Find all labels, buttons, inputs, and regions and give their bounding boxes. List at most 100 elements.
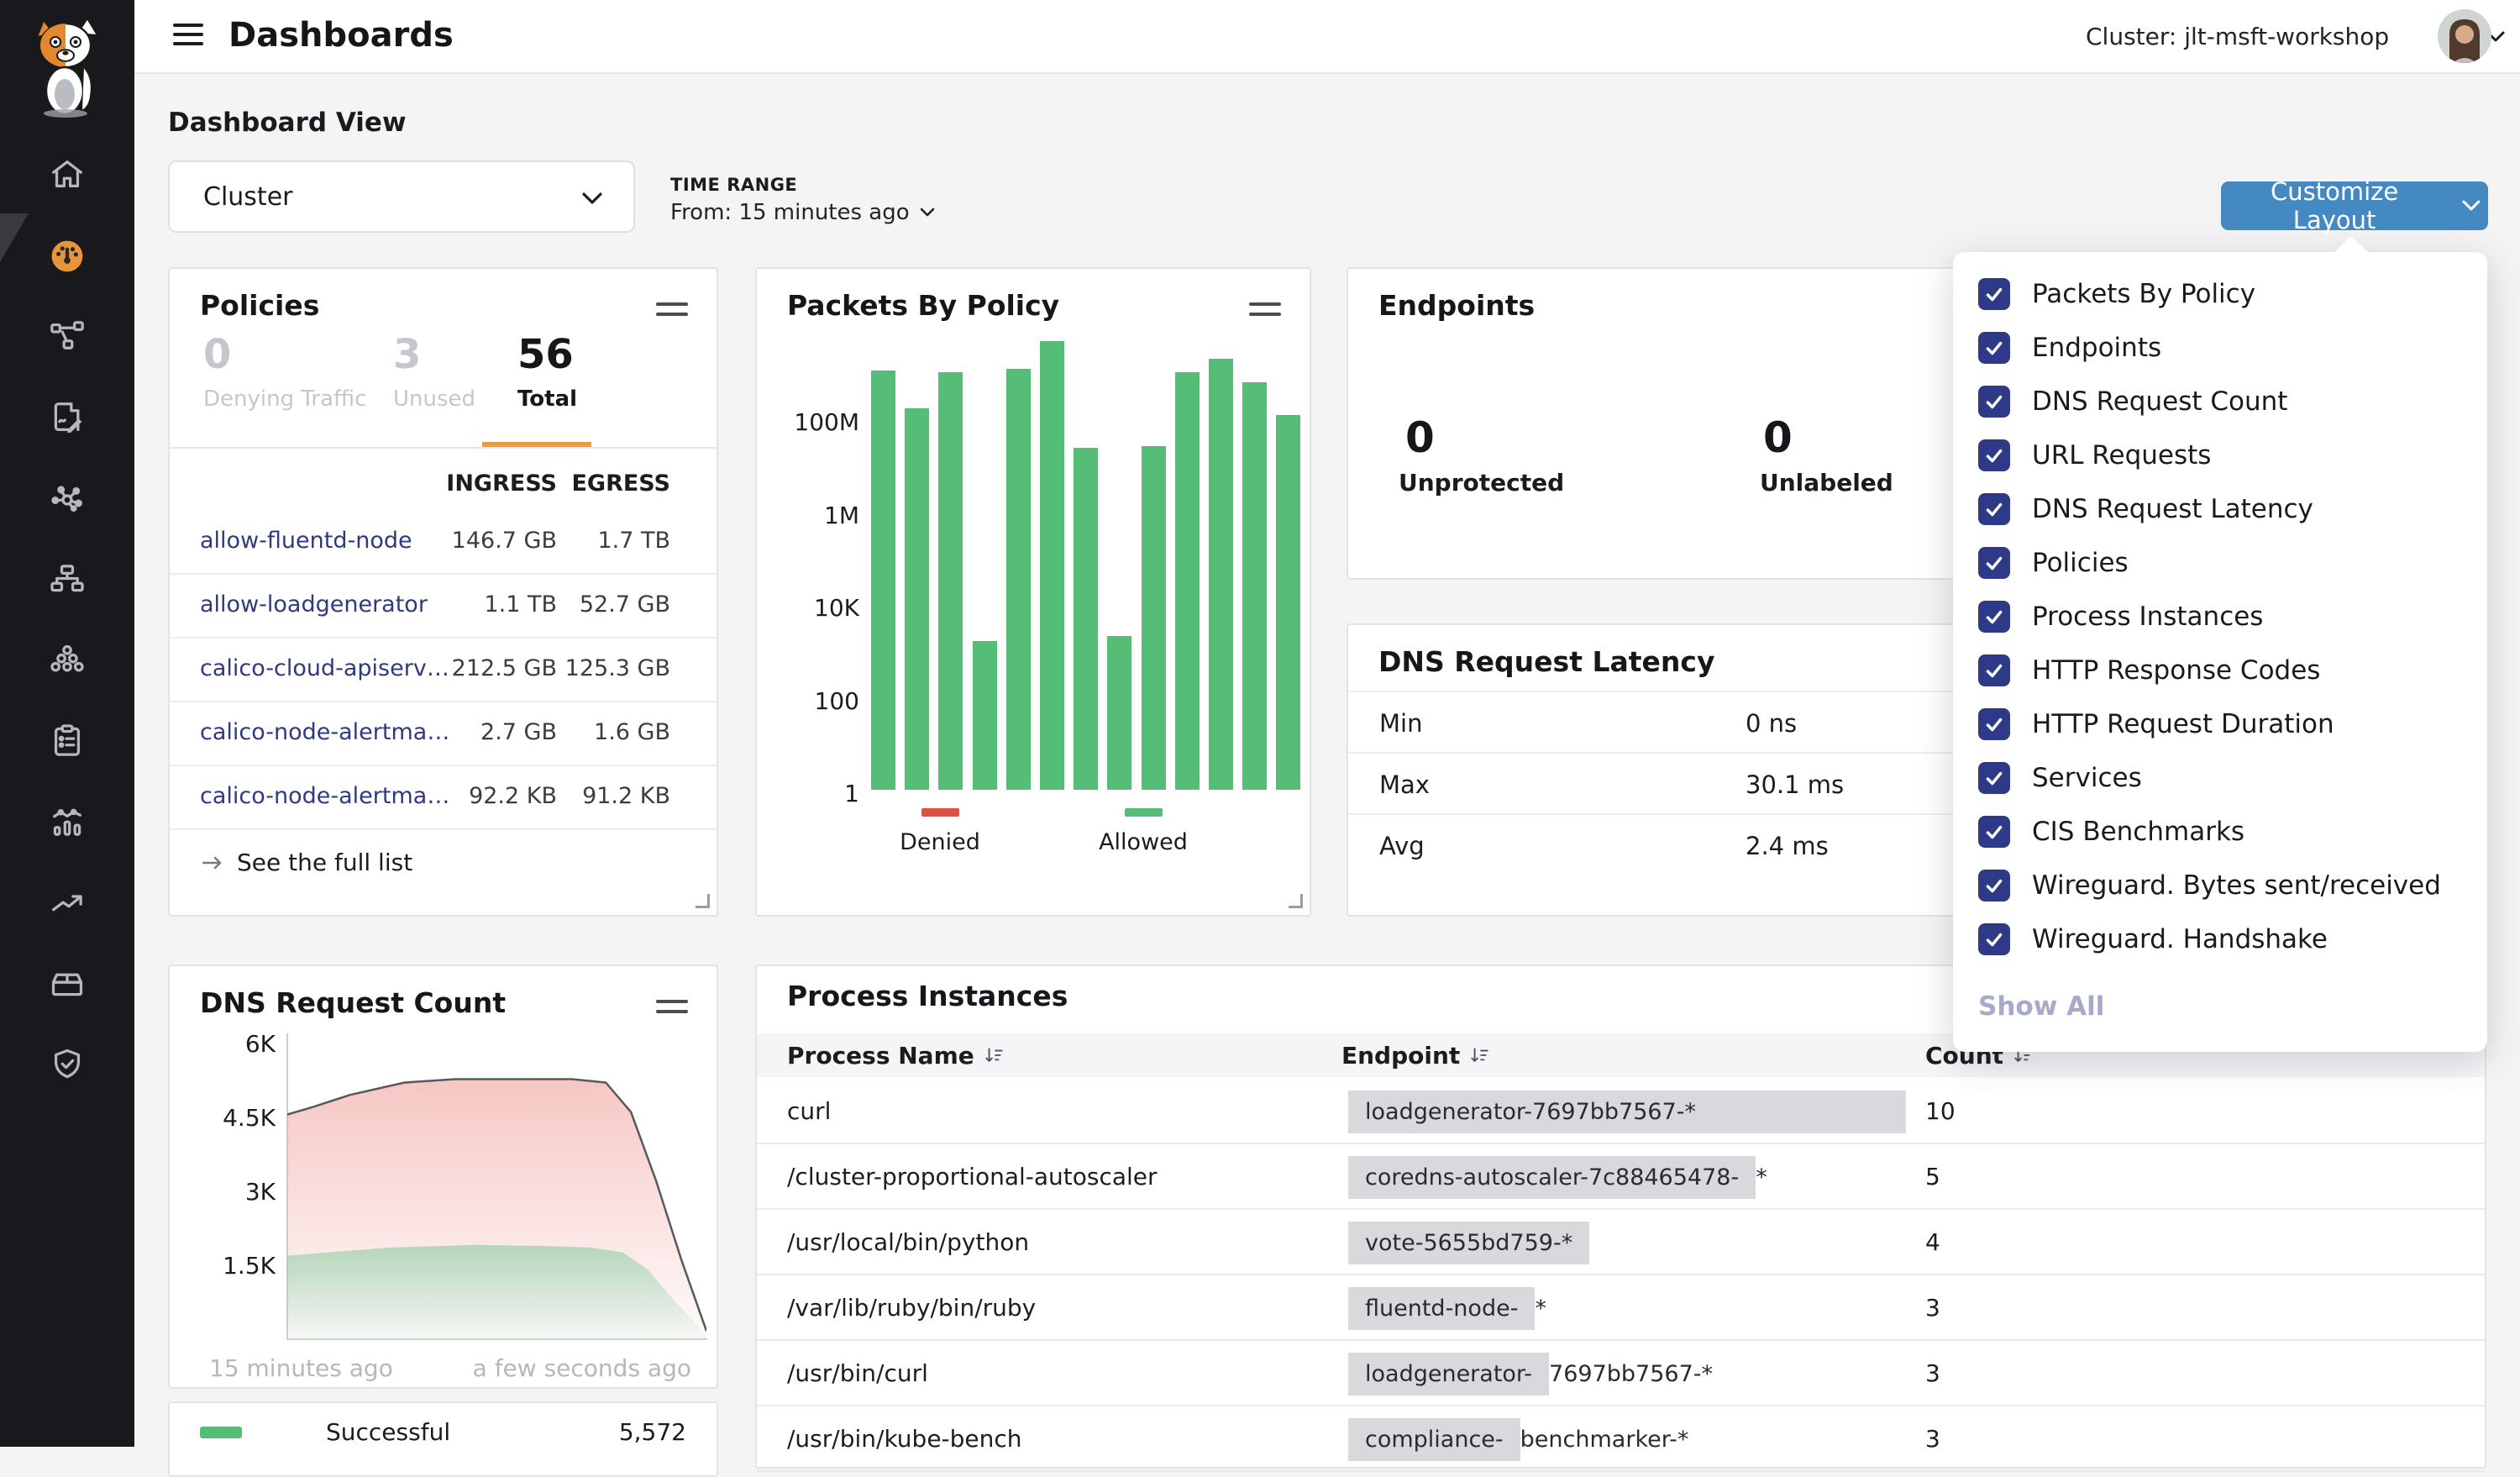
stat-denying[interactable]: 0Denying Traffic xyxy=(203,331,366,412)
dropdown-item-wireguard-handshake[interactable]: Wireguard. Handshake xyxy=(1953,912,2487,966)
sidebar-item-policy-editor[interactable] xyxy=(48,398,87,437)
resize-handle[interactable] xyxy=(696,894,710,908)
dropdown-item-process-instances[interactable]: Process Instances xyxy=(1953,590,2487,644)
package-box-icon xyxy=(48,965,87,1003)
policy-link[interactable]: calico-node-alertmana… xyxy=(200,783,452,809)
dropdown-item-services[interactable]: Services xyxy=(1953,751,2487,805)
timeline-chart-icon xyxy=(48,803,87,842)
endpoint-chip: loadgenerator-7697bb7567-* xyxy=(1348,1091,1906,1133)
endpoint-chip: coredns-autoscaler-7c88465478- xyxy=(1348,1156,1756,1199)
checkbox-checked xyxy=(1978,870,2010,901)
allowed-bar xyxy=(1175,372,1200,790)
calico-cat-logo[interactable] xyxy=(20,10,114,118)
dropdown-item-http-response-codes[interactable]: HTTP Response Codes xyxy=(1953,644,2487,697)
panel-title: Policies xyxy=(200,289,319,322)
sort-icon xyxy=(1468,1045,1490,1067)
dashboard-view-select[interactable]: Cluster xyxy=(168,160,635,233)
panel-title: Endpoints xyxy=(1378,289,1535,322)
see-full-list-link[interactable]: See the full list xyxy=(200,849,412,876)
checkbox-checked xyxy=(1978,654,2010,686)
dropdown-item-endpoints[interactable]: Endpoints xyxy=(1953,321,2487,375)
unprotected-count: 0 xyxy=(1405,413,1435,462)
allowed-bar xyxy=(871,371,895,790)
process-row[interactable]: /usr/bin/kube-bench compliance-benchmark… xyxy=(757,1405,2485,1472)
dropdown-item-dns-request-count[interactable]: DNS Request Count xyxy=(1953,375,2487,428)
allowed-bar xyxy=(1142,446,1166,790)
dropdown-item-policies[interactable]: Policies xyxy=(1953,536,2487,590)
dropdown-item-wireguard-bytes[interactable]: Wireguard. Bytes sent/received xyxy=(1953,859,2487,912)
menu-toggle-button[interactable] xyxy=(173,24,203,47)
process-row[interactable]: /usr/local/bin/python vote-5655bd759-* 4 xyxy=(757,1208,2485,1275)
dropdown-item-url-requests[interactable]: URL Requests xyxy=(1953,428,2487,482)
show-all-link[interactable]: Show All xyxy=(1978,991,2487,1022)
drag-handle-icon[interactable] xyxy=(1249,302,1281,323)
drag-handle-icon[interactable] xyxy=(656,302,688,323)
legend-allowed[interactable]: Allowed xyxy=(1076,803,1210,855)
policy-link[interactable]: allow-fluentd-node xyxy=(200,528,412,554)
arrow-right-icon xyxy=(200,853,225,873)
time-range-value[interactable]: From: 15 minutes ago xyxy=(670,200,937,225)
sidebar-item-workloads[interactable] xyxy=(48,641,87,680)
avatar[interactable] xyxy=(2438,9,2491,63)
sidebar-item-service-graph[interactable] xyxy=(48,480,87,518)
dropdown-item-packets-by-policy[interactable]: Packets By Policy xyxy=(1953,267,2487,321)
resize-handle[interactable] xyxy=(1289,894,1303,908)
sidebar-item-compliance[interactable] xyxy=(48,722,87,760)
dns-count-legend: Successful 5,572 xyxy=(168,1401,718,1477)
legend-denied[interactable]: Denied xyxy=(873,803,1007,855)
chevron-down-icon xyxy=(578,189,606,208)
successful-label: Successful xyxy=(326,1418,450,1446)
dns-count-area-chart xyxy=(287,1033,706,1342)
trending-up-icon xyxy=(48,884,87,922)
unprotected-label: Unprotected xyxy=(1399,469,1564,497)
allowed-bar xyxy=(1006,369,1031,790)
checkbox-checked xyxy=(1978,923,2010,955)
allowed-bar xyxy=(1276,415,1300,790)
endpoint-chip: fluentd-node- xyxy=(1348,1287,1535,1330)
sidebar-item-threat-defense[interactable] xyxy=(48,1045,87,1084)
policy-link[interactable]: calico-node-alertmana… xyxy=(200,719,452,745)
checkbox-checked xyxy=(1978,762,2010,794)
dropdown-item-dns-request-latency[interactable]: DNS Request Latency xyxy=(1953,482,2487,536)
sidebar-item-images[interactable] xyxy=(48,965,87,1003)
policy-row: calico-node-alertmana… 2.7 GB 1.6 GB xyxy=(170,701,717,766)
policy-edit-icon xyxy=(48,398,87,437)
allowed-bar xyxy=(1040,341,1064,790)
col-header-egress: EGRESS xyxy=(536,470,670,497)
checkbox-checked xyxy=(1978,386,2010,418)
sidebar-item-home[interactable] xyxy=(48,155,87,194)
allowed-bar xyxy=(1107,636,1131,790)
sort-endpoint[interactable]: Endpoint xyxy=(1341,1042,1490,1070)
workload-circles-icon xyxy=(48,641,87,680)
sidebar-item-trending[interactable] xyxy=(48,884,87,922)
panel-title: DNS Request Count xyxy=(200,986,506,1019)
sidebar-item-network-flow[interactable] xyxy=(48,317,87,355)
dropdown-item-http-request-duration[interactable]: HTTP Request Duration xyxy=(1953,697,2487,751)
customize-layout-button[interactable]: Customize Layout xyxy=(2221,181,2488,230)
service-graph-icon xyxy=(48,480,87,518)
page-title: Dashboards xyxy=(228,0,454,71)
checkbox-checked xyxy=(1978,816,2010,848)
policy-row: calico-node-alertmana… 92.2 KB 91.2 KB xyxy=(170,765,717,830)
process-row[interactable]: /cluster-proportional-autoscaler coredns… xyxy=(757,1143,2485,1210)
checkbox-checked xyxy=(1978,547,2010,579)
drag-handle-icon[interactable] xyxy=(656,1000,688,1020)
policy-row: calico-cloud-apiserver-… 212.5 GB 125.3 … xyxy=(170,637,717,702)
denied-swatch xyxy=(921,808,959,817)
policy-link[interactable]: calico-cloud-apiserver-… xyxy=(200,655,452,681)
sidebar-item-tree[interactable] xyxy=(48,560,87,599)
stat-total[interactable]: 56Total xyxy=(517,331,577,412)
policy-link[interactable]: allow-loadgenerator xyxy=(200,591,428,618)
sidebar xyxy=(0,0,134,1447)
sort-process-name[interactable]: Process Name xyxy=(787,1042,1005,1070)
sidebar-item-timeline[interactable] xyxy=(48,803,87,842)
unlabeled-count: 0 xyxy=(1763,413,1793,462)
dropdown-item-cis-benchmarks[interactable]: CIS Benchmarks xyxy=(1953,805,2487,859)
process-row[interactable]: /usr/bin/curl loadgenerator-7697bb7567-*… xyxy=(757,1339,2485,1406)
process-row[interactable]: curl loadgenerator-7697bb7567-* 10 xyxy=(757,1077,2485,1144)
home-icon xyxy=(48,155,87,194)
stat-unused[interactable]: 3Unused xyxy=(393,331,475,412)
process-row[interactable]: /var/lib/ruby/bin/ruby fluentd-node-* 3 xyxy=(757,1274,2485,1341)
sidebar-item-dashboards[interactable] xyxy=(48,237,87,276)
allowed-bar xyxy=(1074,448,1098,790)
